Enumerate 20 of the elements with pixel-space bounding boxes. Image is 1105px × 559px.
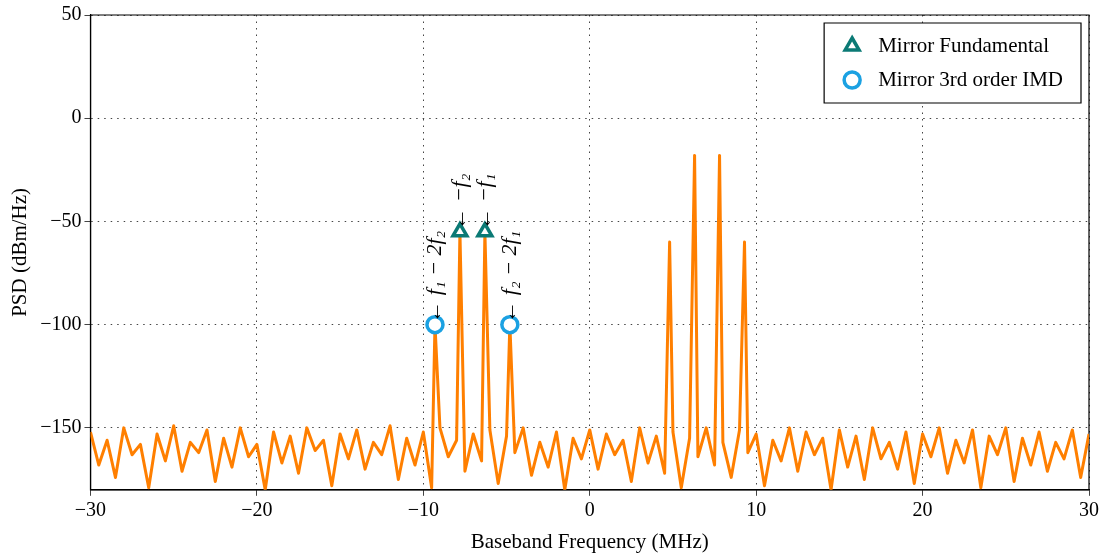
annotation: ← f₂ − 2f₁	[495, 230, 521, 323]
legend-label: Mirror 3rd order IMD	[878, 66, 1064, 91]
x-tick-label: −30	[74, 498, 107, 521]
y-tick-label: 0	[71, 105, 82, 128]
annotation: ← f₁ − 2f₂	[420, 230, 446, 323]
legend-label: Mirror Fundamental	[878, 32, 1050, 57]
y-tick-label: −100	[40, 311, 82, 334]
x-tick-label: 30	[1079, 498, 1099, 521]
y-axis-title: PSD (dBm/Hz)	[7, 187, 32, 317]
y-tick-label: 50	[61, 2, 82, 25]
x-tick-label: −10	[407, 498, 439, 521]
x-tick-label: 10	[746, 498, 767, 521]
y-tick-label: −50	[50, 208, 82, 231]
y-tick-label: −150	[40, 415, 82, 438]
annotation: ← −f₁	[470, 173, 496, 230]
x-tick-label: −20	[241, 498, 273, 521]
x-tick-label: 20	[912, 498, 933, 521]
x-tick-label: 0	[584, 498, 595, 521]
x-axis-title: Baseband Frequency (MHz)	[470, 528, 709, 553]
annotation: ← −f₂	[445, 173, 471, 230]
